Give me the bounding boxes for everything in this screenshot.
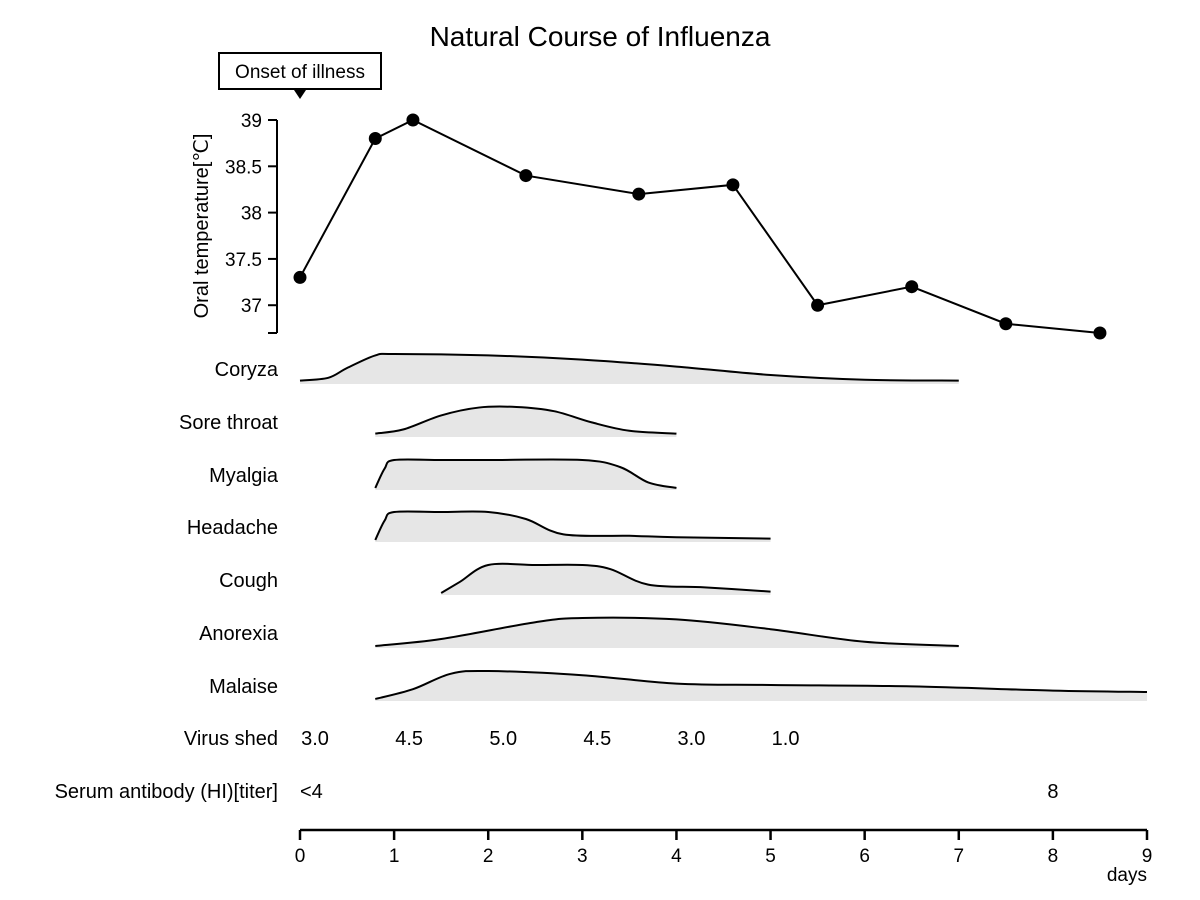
serum-antibody-value: 8 — [1047, 781, 1058, 803]
temperature-tick-label: 38 — [241, 204, 262, 225]
symptom-row: Cough — [219, 562, 771, 595]
x-axis-tick-label: 4 — [671, 846, 682, 867]
symptom-area — [300, 353, 959, 384]
onset-annotation-box — [218, 52, 382, 90]
temperature-tick-label: 37.5 — [225, 250, 262, 271]
symptom-area — [375, 511, 771, 542]
x-axis-tick-label: 8 — [1048, 846, 1059, 867]
onset-annotation: Onset of illness — [218, 52, 382, 99]
chart-title: Natural Course of Influenza — [430, 21, 771, 52]
x-axis: 0 1 2 3 4 5 6 7 8 9 — [295, 828, 1153, 867]
temperature-axis: 39 38.5 38 37.5 37 — [225, 111, 278, 334]
symptom-label: Cough — [219, 570, 278, 592]
symptom-label: Malaise — [209, 676, 278, 698]
temperature-tick-label: 39 — [241, 111, 262, 132]
temperature-point — [406, 113, 420, 127]
symptom-label: Headache — [187, 517, 278, 539]
temperature-point — [519, 169, 533, 183]
symptom-area — [375, 670, 1147, 701]
x-axis-tick-label: 2 — [483, 846, 494, 867]
temperature-point — [999, 317, 1013, 331]
temperature-point — [1093, 326, 1107, 340]
symptom-label: Anorexia — [199, 623, 279, 645]
virus-shed-value: 5.0 — [489, 728, 517, 750]
onset-annotation-label: Onset of illness — [235, 62, 365, 83]
symptom-area — [375, 617, 959, 648]
symptom-curve — [440, 562, 771, 594]
temperature-point — [632, 187, 646, 201]
symptom-area — [375, 406, 677, 437]
symptom-label: Sore throat — [179, 412, 278, 434]
symptom-row: Malaise — [209, 669, 1148, 701]
x-axis-tick-label: 9 — [1142, 846, 1153, 867]
symptom-curve — [375, 669, 1148, 700]
x-axis-tick-label: 7 — [953, 846, 964, 867]
symptom-curve — [374, 458, 677, 489]
symptom-curve — [375, 405, 677, 435]
virus-shed-label: Virus shed — [184, 728, 278, 750]
virus-shed-value: 3.0 — [301, 728, 329, 750]
virus-shed-value: 1.0 — [772, 728, 800, 750]
serum-antibody-label: Serum antibody (HI)[titer] — [55, 781, 278, 803]
onset-arrow-icon — [294, 90, 306, 99]
symptom-label: Coryza — [215, 359, 279, 381]
symptom-curve — [374, 510, 771, 541]
temperature-series — [293, 113, 1107, 340]
symptom-row: Anorexia — [199, 616, 959, 648]
virus-shed-values: 3.0 4.5 5.0 4.5 3.0 1.0 — [301, 728, 799, 750]
temperature-line — [299, 118, 1101, 334]
x-axis-tick-label: 1 — [389, 846, 400, 867]
temperature-point — [293, 270, 307, 284]
x-axis-tick-label: 3 — [577, 846, 588, 867]
virus-shed-value: 4.5 — [395, 728, 423, 750]
x-axis-tick-label: 6 — [859, 846, 870, 867]
temperature-point — [811, 298, 825, 312]
symptom-curve — [375, 616, 959, 647]
virus-shed-value: 4.5 — [583, 728, 611, 750]
temperature-point — [368, 132, 382, 146]
symptom-row: Myalgia — [209, 458, 677, 490]
symptom-row: Headache — [187, 510, 771, 542]
symptom-rows: Coryza Sore throat Myalgia Headache Cough Ano… — [179, 352, 1148, 701]
symptom-row: Coryza — [215, 352, 959, 384]
virus-shed-value: 3.0 — [678, 728, 706, 750]
temperature-tick-label: 37 — [241, 296, 262, 317]
symptom-row: Sore throat — [179, 405, 677, 437]
symptom-curve — [299, 352, 959, 382]
symptom-area — [375, 459, 677, 490]
temperature-point — [905, 280, 919, 294]
x-axis-tick-label: 0 — [295, 846, 306, 867]
serum-antibody-values: <4 8 — [300, 781, 1058, 803]
serum-antibody-value: <4 — [300, 781, 323, 803]
symptom-label: Myalgia — [209, 465, 279, 487]
temperature-point — [726, 178, 740, 192]
x-axis-unit-label: days — [1107, 865, 1147, 886]
temperature-axis-label: Oral temperature[℃] — [191, 134, 213, 319]
temperature-tick-label: 38.5 — [225, 157, 262, 178]
x-axis-tick-label: 5 — [765, 846, 776, 867]
